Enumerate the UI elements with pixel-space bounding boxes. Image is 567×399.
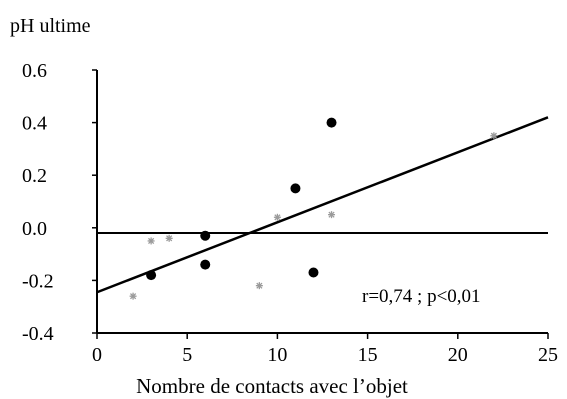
y-tick-label: 0.0 <box>22 218 47 240</box>
data-point-star <box>255 282 263 290</box>
x-ticks: 0 5 10 15 20 25 <box>92 333 558 366</box>
correlation-annotation: r=0,74 ; p<0,01 <box>362 286 481 307</box>
data-point-star <box>328 211 336 219</box>
data-point-circle <box>146 270 157 281</box>
data-point-circle <box>200 259 211 270</box>
data-point-circle <box>308 267 319 278</box>
y-tick-label: 0.6 <box>22 60 47 82</box>
data-point-circle <box>326 117 337 128</box>
data-point-star <box>490 132 498 140</box>
x-axis-label: Nombre de contacts avec l’objet <box>136 374 408 398</box>
data-point-circle <box>200 230 211 241</box>
x-tick-label: 5 <box>182 344 192 366</box>
y-tick-label: -0.2 <box>22 270 54 292</box>
data-point-star <box>147 237 155 245</box>
x-tick-label: 25 <box>538 344 558 366</box>
data-point-star <box>273 213 281 221</box>
y-tick-label: 0.4 <box>22 113 47 135</box>
y-axis-label: pH ultime <box>10 15 91 37</box>
fit-lines <box>96 116 549 294</box>
data-point-circle <box>290 183 301 194</box>
x-tick-label: 10 <box>267 344 287 366</box>
x-tick-label: 15 <box>358 344 378 366</box>
y-tick-label: 0.2 <box>22 165 47 187</box>
data-points <box>129 117 498 300</box>
axes <box>96 70 548 334</box>
y-tick-label: -0.4 <box>22 323 54 345</box>
x-tick-label: 20 <box>448 344 468 366</box>
data-point-star <box>165 234 173 242</box>
x-tick-label: 0 <box>92 344 102 366</box>
y-ticks: 0.6 0.4 0.2 0.0 -0.2 -0.4 <box>22 60 97 345</box>
regression-line <box>96 116 549 294</box>
data-point-star <box>129 292 137 300</box>
